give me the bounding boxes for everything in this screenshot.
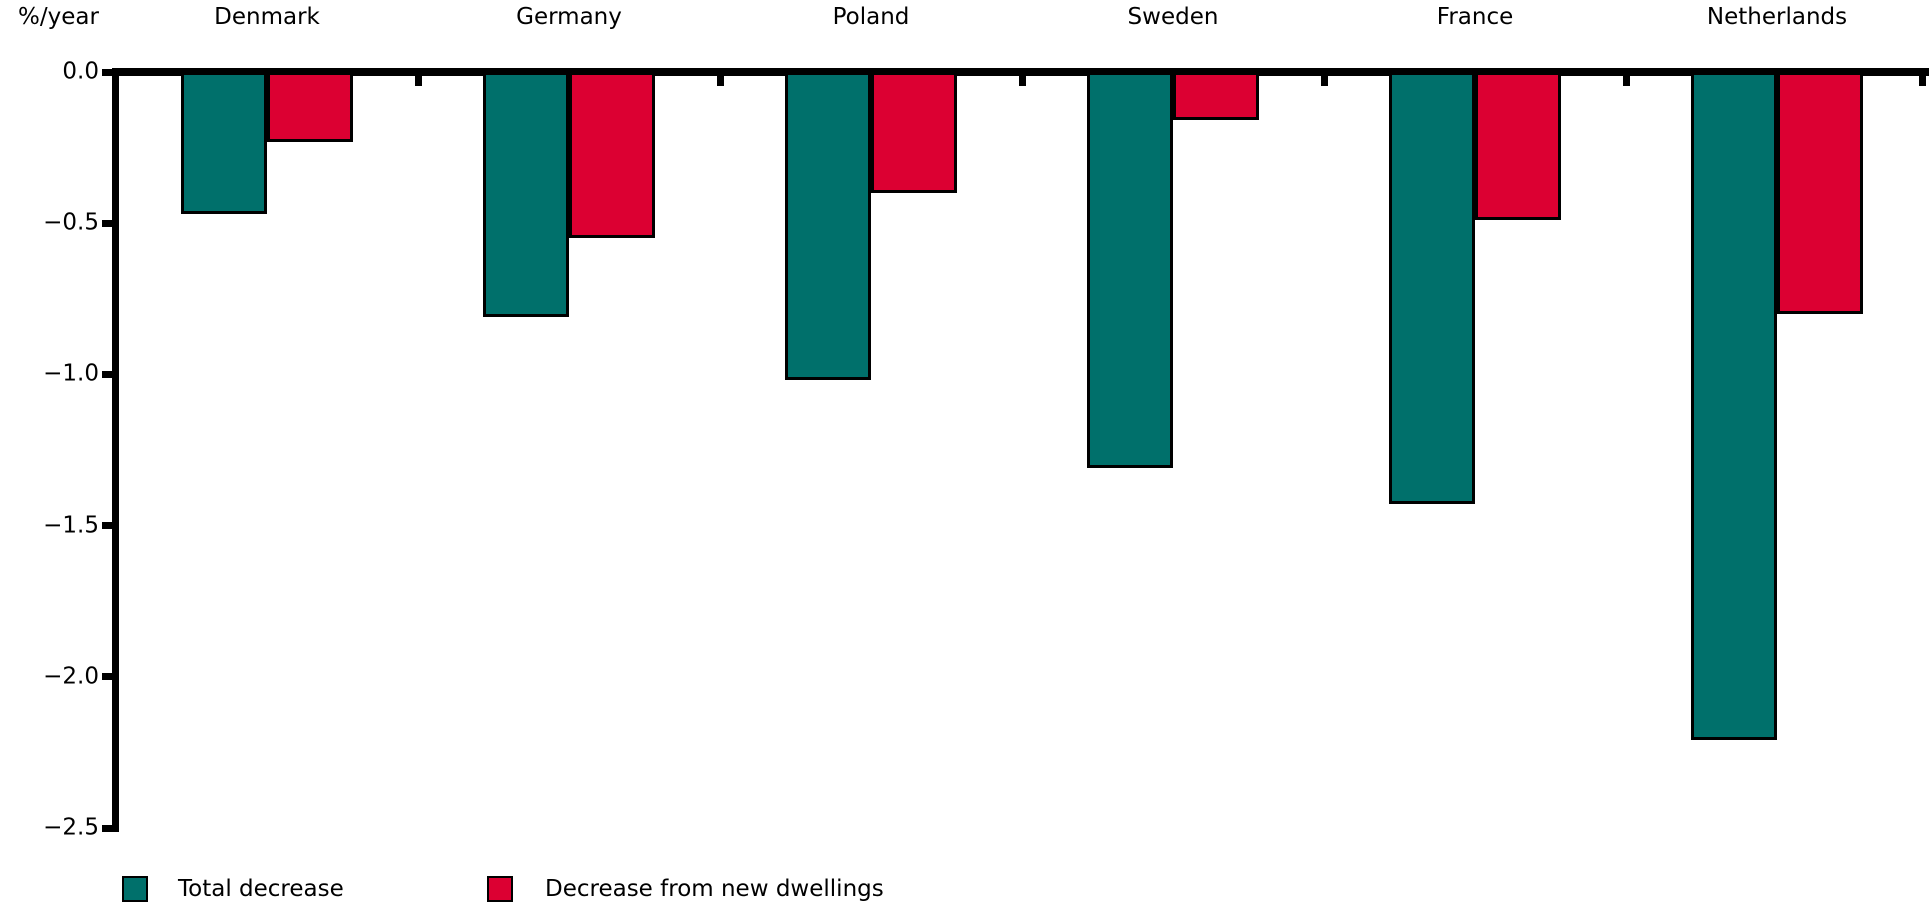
bar-poland-total-decrease bbox=[785, 72, 871, 381]
bar-germany-decrease-new-dwellings bbox=[569, 72, 655, 239]
y-axis-unit-label: %/year bbox=[18, 4, 99, 30]
y-axis-line bbox=[112, 68, 119, 832]
x-tick bbox=[716, 73, 724, 86]
bar-netherlands-decrease-new-dwellings bbox=[1777, 72, 1863, 314]
y-tick-label: −1.5 bbox=[43, 512, 99, 539]
x-tick bbox=[1320, 73, 1328, 86]
bar-sweden-decrease-new-dwellings bbox=[1173, 72, 1259, 121]
y-tick bbox=[102, 68, 116, 76]
x-tick bbox=[1622, 73, 1630, 86]
category-label-denmark: Denmark bbox=[214, 4, 320, 30]
category-label-netherlands: Netherlands bbox=[1706, 4, 1848, 30]
bar-france-total-decrease bbox=[1389, 72, 1475, 505]
bar-germany-total-decrease bbox=[483, 72, 569, 317]
x-tick bbox=[414, 73, 422, 86]
category-label-germany: Germany bbox=[516, 4, 622, 30]
legend-label-total-decrease: Total decrease bbox=[178, 876, 344, 902]
bar-sweden-total-decrease bbox=[1087, 72, 1173, 469]
y-tick-label: 0.0 bbox=[62, 58, 99, 85]
category-label-sweden: Sweden bbox=[1127, 4, 1219, 30]
y-tick bbox=[102, 219, 116, 227]
category-label-france: France bbox=[1436, 4, 1514, 30]
bar-netherlands-total-decrease bbox=[1691, 72, 1777, 741]
bar-denmark-decrease-new-dwellings bbox=[267, 72, 353, 142]
y-tick bbox=[102, 673, 116, 681]
bar-denmark-total-decrease bbox=[181, 72, 267, 215]
x-tick bbox=[1018, 73, 1026, 86]
bar-poland-decrease-new-dwellings bbox=[871, 72, 957, 193]
y-tick bbox=[102, 522, 116, 530]
legend-swatch-total-decrease bbox=[122, 876, 148, 902]
y-tick-label: −2.5 bbox=[43, 814, 99, 841]
y-tick-label: −1.0 bbox=[43, 360, 99, 387]
category-label-poland: Poland bbox=[832, 4, 910, 30]
y-tick bbox=[102, 824, 116, 832]
y-tick-label: −0.5 bbox=[43, 209, 99, 236]
x-axis-zero-line bbox=[112, 68, 1929, 76]
y-tick bbox=[102, 370, 116, 378]
bar-france-decrease-new-dwellings bbox=[1475, 72, 1561, 221]
y-tick-label: −2.0 bbox=[43, 663, 99, 690]
legend-swatch-decrease-new-dwellings bbox=[487, 876, 513, 902]
legend-label-decrease-new-dwellings: Decrease from new dwellings bbox=[545, 876, 884, 902]
x-tick bbox=[1918, 73, 1926, 86]
